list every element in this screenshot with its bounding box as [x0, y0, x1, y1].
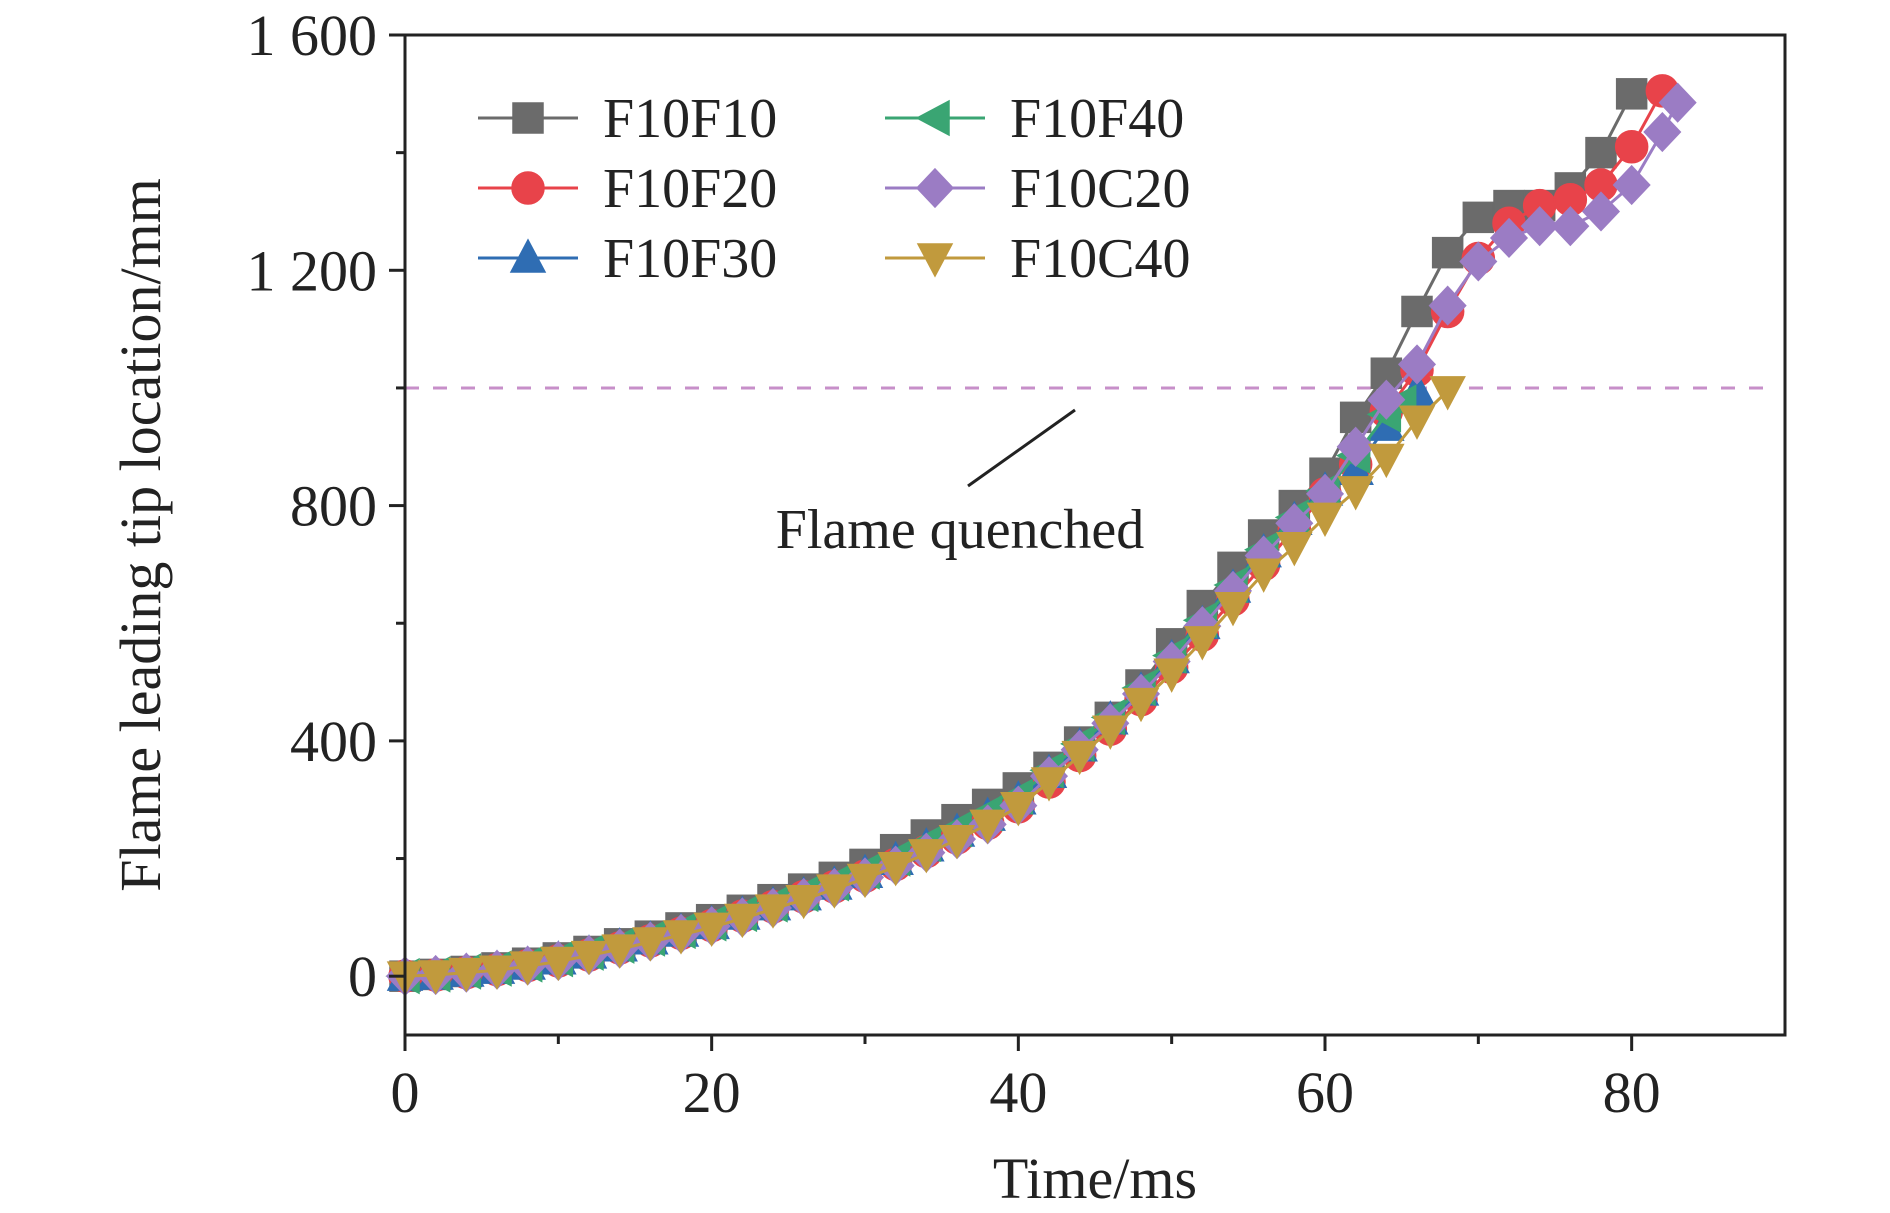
- y-tick-label: 1 600: [247, 3, 378, 68]
- data-point-f10c40: [1306, 502, 1344, 537]
- legend-label-f10f10: F10F10: [603, 88, 777, 150]
- y-tick-label: 1 200: [247, 238, 378, 303]
- data-point-f10c40: [1122, 687, 1160, 723]
- y-axis-title: Flame leading tip location/mm: [108, 178, 173, 892]
- annotation-layer: [967, 408, 1076, 488]
- data-point-f10c20: [1397, 344, 1437, 385]
- data-point-f10f10: [1401, 295, 1433, 328]
- data-point-f10c40: [1368, 443, 1405, 479]
- data-point-f10f10: [1462, 201, 1495, 234]
- data-point-f10c40: [1214, 592, 1252, 627]
- series-layer: [385, 74, 1697, 997]
- legend-label-f10f20: F10F20: [603, 158, 777, 220]
- legend-item-f10f20: F10F20: [478, 158, 777, 220]
- data-point-f10c40: [1092, 715, 1129, 750]
- data-point-f10c20: [1428, 285, 1467, 326]
- legend-marker-f10f20: [511, 171, 545, 205]
- plot-frame: [403, 33, 1787, 1037]
- data-point-f10c40: [1429, 376, 1466, 411]
- data-point-f10c40: [846, 863, 884, 899]
- data-point-f10c40: [540, 946, 577, 982]
- data-point-f10c40: [1398, 405, 1436, 440]
- legend-label-f10f40: F10F40: [1010, 88, 1184, 150]
- data-point-f10c40: [1245, 558, 1282, 593]
- y-tick-label: 0: [348, 944, 377, 1009]
- series-f10c40: [386, 376, 1466, 996]
- series-line-f10f40: [404, 401, 1403, 978]
- data-point-f10c40: [662, 920, 700, 955]
- legend-marker-f10f10: [512, 102, 544, 134]
- x-tick-label: 40: [989, 1060, 1047, 1125]
- data-point-f10c40: [724, 903, 761, 939]
- flame-quenched-label: Flame quenched: [776, 499, 1145, 561]
- y-tick-label: 800: [290, 474, 377, 539]
- data-point-f10c40: [877, 852, 914, 887]
- legend: F10F10 F10F20 F10F30 F10F40 F10C20 F10C40: [478, 88, 1191, 290]
- x-tick-label: 60: [1296, 1060, 1354, 1125]
- series-f10f30: [386, 371, 1436, 991]
- data-point-f10c40: [1000, 792, 1037, 827]
- legend-marker-f10c40: [916, 243, 954, 278]
- x-axis-title: Time/ms: [993, 1146, 1197, 1211]
- series-f10f40: [385, 384, 1417, 995]
- legend-marker-f10f30: [509, 238, 547, 273]
- data-point-f10c40: [1153, 658, 1190, 693]
- data-point-f10c40: [785, 884, 822, 920]
- legend-label-f10c40: F10C40: [1010, 228, 1191, 290]
- data-point-f10c40: [908, 839, 945, 874]
- data-point-f10f10: [1431, 236, 1464, 269]
- data-point-f10c20: [1581, 191, 1621, 232]
- data-point-f10f20: [1614, 130, 1649, 164]
- legend-item-f10c20: F10C20: [885, 158, 1191, 220]
- data-point-f10c40: [478, 955, 516, 990]
- data-point-f10c20: [1643, 111, 1682, 153]
- data-point-f10c20: [1459, 241, 1498, 282]
- legend-marker-f10f40: [915, 99, 950, 137]
- data-point-f10c40: [1030, 767, 1068, 802]
- legend-item-f10f10: F10F10: [478, 88, 777, 150]
- data-point-f10c20: [1489, 217, 1529, 259]
- x-tick-label: 0: [391, 1060, 420, 1125]
- data-point-f10c40: [417, 960, 454, 995]
- data-point-f10c40: [1337, 476, 1374, 511]
- legend-item-f10f40: F10F40: [885, 88, 1184, 150]
- data-point-f10c20: [1520, 206, 1559, 247]
- x-tick-label: 20: [683, 1060, 741, 1125]
- x-tick-label: 80: [1603, 1060, 1661, 1125]
- data-point-f10c40: [1061, 740, 1098, 776]
- data-point-f10c20: [1367, 379, 1406, 420]
- legend-item-f10c40: F10C40: [885, 228, 1191, 290]
- series-line-f10f30: [404, 389, 1419, 978]
- data-point-f10f10: [1585, 136, 1617, 169]
- data-point-f10c40: [509, 951, 546, 986]
- series-line-f10c40: [404, 389, 1449, 978]
- data-point-f10f10: [1615, 78, 1648, 110]
- legend-item-f10f30: F10F30: [478, 228, 777, 290]
- legend-marker-f10c20: [915, 167, 955, 209]
- data-point-f10c40: [570, 940, 608, 976]
- y-tick-label: 400: [290, 709, 377, 774]
- legend-label-f10f30: F10F30: [603, 228, 777, 290]
- data-point-f10c40: [754, 894, 792, 929]
- data-point-f10c20: [1612, 164, 1651, 206]
- data-point-f10c40: [1184, 626, 1221, 661]
- data-point-f10c40: [816, 874, 853, 909]
- data-point-f10c40: [448, 957, 485, 993]
- data-point-f10c40: [601, 934, 638, 969]
- data-point-f10c40: [693, 912, 730, 947]
- data-point-f10c20: [1658, 82, 1697, 123]
- data-point-f10c40: [938, 824, 976, 860]
- data-point-f10c40: [632, 927, 669, 962]
- data-point-f10c40: [969, 809, 1006, 845]
- data-point-f10c40: [1276, 532, 1313, 567]
- legend-label-f10c20: F10C20: [1010, 158, 1191, 220]
- data-point-f10c20: [1551, 206, 1590, 247]
- annotation-leader-line: [967, 408, 1076, 488]
- data-point-f10c20: [1336, 426, 1375, 467]
